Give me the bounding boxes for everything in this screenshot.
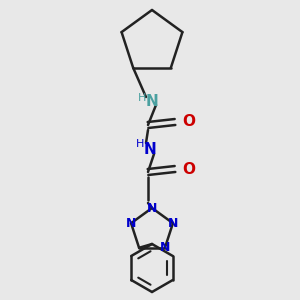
Text: H: H <box>136 139 144 149</box>
Text: N: N <box>144 142 156 158</box>
Text: N: N <box>147 202 157 214</box>
Text: N: N <box>168 217 178 230</box>
Text: O: O <box>182 115 196 130</box>
Text: N: N <box>146 94 158 110</box>
Text: N: N <box>160 241 170 254</box>
Text: H: H <box>138 93 146 103</box>
Text: O: O <box>182 161 196 176</box>
Text: N: N <box>126 217 136 230</box>
